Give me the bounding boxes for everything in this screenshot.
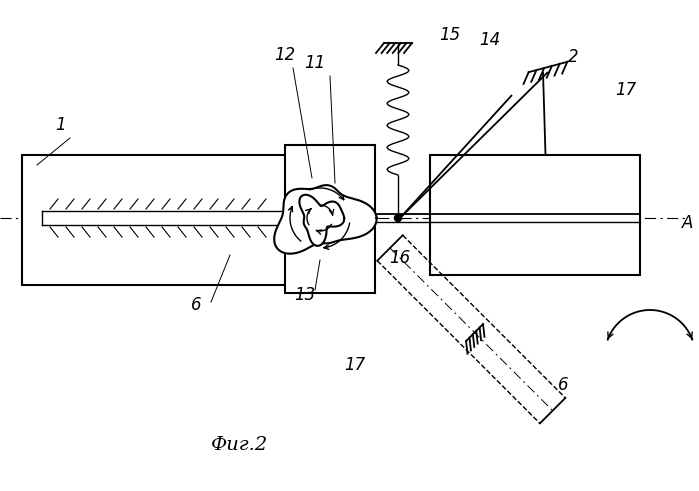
Polygon shape — [274, 185, 377, 254]
Bar — [285, 145, 375, 293]
Text: 13: 13 — [294, 286, 316, 304]
Text: 2: 2 — [568, 48, 578, 66]
Text: 6: 6 — [191, 296, 201, 314]
Text: 17: 17 — [615, 81, 637, 99]
Text: 6: 6 — [558, 376, 568, 394]
Circle shape — [394, 215, 401, 221]
Text: 14: 14 — [480, 31, 500, 49]
Text: A: A — [682, 214, 693, 232]
Bar — [22, 155, 312, 285]
Bar — [430, 155, 640, 275]
Polygon shape — [299, 195, 344, 246]
Text: 12: 12 — [275, 46, 296, 64]
Text: Фиг.2: Фиг.2 — [211, 436, 268, 454]
Text: 11: 11 — [304, 54, 326, 72]
Text: 15: 15 — [440, 26, 461, 44]
Text: 16: 16 — [389, 249, 410, 267]
Text: 17: 17 — [345, 356, 366, 374]
Text: 1: 1 — [55, 116, 65, 134]
